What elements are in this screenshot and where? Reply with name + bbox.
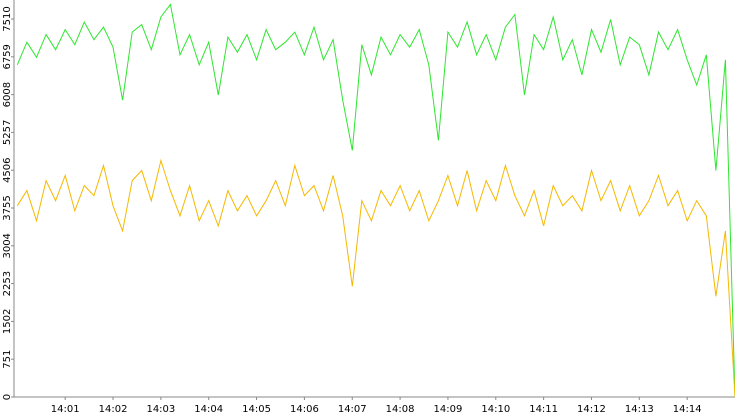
y-tick-label: 6759 xyxy=(2,44,13,69)
x-tick-label: 14:14 xyxy=(673,404,702,415)
x-tick-label: 14:08 xyxy=(386,404,415,415)
x-tick-label: 14:01 xyxy=(51,404,80,415)
x-tick-label: 14:09 xyxy=(434,404,463,415)
series-line xyxy=(16,3,735,398)
y-tick-label: 1502 xyxy=(2,309,13,334)
x-tick-label: 14:03 xyxy=(146,404,175,415)
x-tick-label: 14:06 xyxy=(290,404,319,415)
y-tick-label: 4506 xyxy=(2,157,13,182)
x-tick-label: 14:10 xyxy=(481,404,510,415)
y-tick-label: 0 xyxy=(2,394,13,400)
x-tick-label: 14:13 xyxy=(625,404,654,415)
y-tick-label: 7510 xyxy=(2,6,13,31)
x-tick-label: 14:07 xyxy=(338,404,367,415)
y-tick-label: 5257 xyxy=(2,120,13,145)
y-tick-label: 751 xyxy=(2,350,13,369)
x-tick-label: 14:11 xyxy=(529,404,558,415)
x-tick-label: 14:02 xyxy=(99,404,128,415)
y-tick-label: 3004 xyxy=(2,233,13,258)
x-tick-label: 14:12 xyxy=(577,404,606,415)
y-tick-label: 3755 xyxy=(2,195,13,220)
x-tick-label: 14:04 xyxy=(194,404,223,415)
x-tick-label: 14:05 xyxy=(242,404,271,415)
y-tick-label: 6008 xyxy=(2,82,13,107)
y-tick-label: 2253 xyxy=(2,271,13,296)
series-line xyxy=(16,158,735,398)
